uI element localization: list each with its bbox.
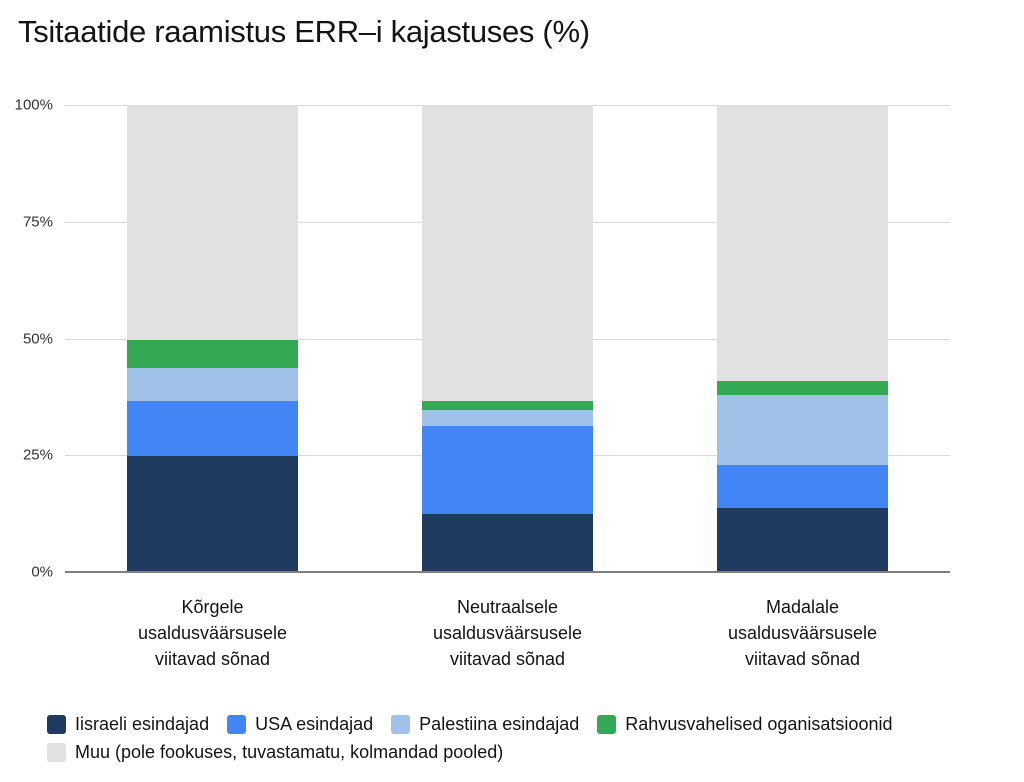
legend-swatch-icon [47, 715, 66, 734]
legend-label: Palestiina esindajad [419, 714, 580, 734]
bar-segment [422, 410, 593, 427]
legend-item: Iisraeli esindajad [47, 714, 209, 735]
legend-swatch-icon [597, 715, 617, 734]
y-tick-label-50: 50% [22, 330, 53, 347]
legend-label: Rahvusvahelised oganisatsioonid [625, 714, 893, 734]
bar-segment [422, 426, 593, 514]
bar-segment [422, 513, 593, 572]
stacked-bar-3 [717, 105, 888, 572]
legend-label: Muu (pole fookuses, tuvastamatu, kolmand… [75, 742, 504, 762]
bar-segment [717, 507, 888, 572]
bar-segment [127, 367, 298, 402]
legend-item: Muu (pole fookuses, tuvastamatu, kolmand… [47, 742, 503, 763]
stacked-bar-2 [422, 105, 593, 572]
legend-label: USA esindajad [255, 714, 374, 734]
bar-segment [717, 395, 888, 465]
bar-segment [127, 339, 298, 368]
y-tick-label-75: 75% [22, 213, 53, 231]
legend-swatch-icon [227, 715, 247, 734]
x-category-label-3: Madalale usaldusväärsusele viitavad sõnad [727, 597, 878, 669]
x-category-label-2: Neutraalsele usaldusväärsusele viitavad sõ… [432, 597, 583, 669]
bar-segment [127, 401, 298, 457]
bar-segment [717, 105, 888, 382]
x-axis-labels: Kõrgele usaldusväärsusele viitavad sõnad Ne… [65, 594, 950, 672]
bar-segment [422, 105, 593, 402]
x-category-label-1: Kõrgele usaldusväärsusele viitavad sõnad [137, 597, 288, 669]
y-tick-label-25: 25% [22, 446, 53, 464]
bar-segment [422, 401, 593, 411]
legend-item: Palestiina esindajad [391, 714, 579, 735]
bar-segment [127, 105, 298, 340]
legend-swatch-icon [391, 715, 411, 734]
legend-item: Rahvusvahelised oganisatsioonid [597, 714, 892, 735]
stacked-bar-1 [127, 105, 298, 572]
bar-segment [717, 464, 888, 508]
chart-legend: Iisraeli esindajad USA esindajad Palestiin… [47, 714, 987, 763]
page-title: Tsitaatide raamistus ERR–i kajastuses (%… [18, 14, 590, 49]
legend-swatch-icon [47, 743, 66, 762]
y-tick-label-0: 0% [31, 563, 53, 581]
y-tick-label-100: 100% [14, 96, 53, 114]
bar-segment [127, 456, 298, 572]
x-axis-baseline [65, 571, 950, 573]
plot-area: 100% 75% 50% 25% 0% [15, 97, 950, 581]
legend-item: USA esindajad [227, 714, 373, 735]
legend-label: Iisraeli esindajad [75, 714, 210, 734]
bar-segment [717, 381, 888, 396]
